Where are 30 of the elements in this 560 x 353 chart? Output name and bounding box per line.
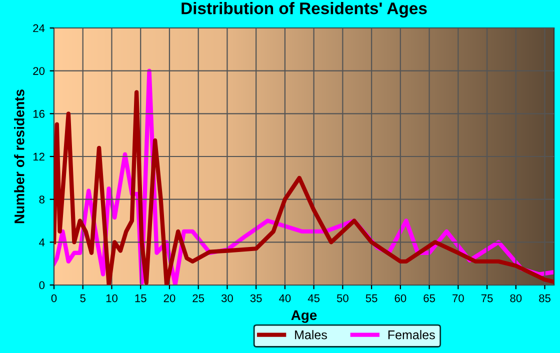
x-tick-label: 65 bbox=[424, 294, 436, 302]
x-tick-label: 10 bbox=[106, 294, 118, 302]
x-tick-label: 80 bbox=[510, 294, 522, 302]
y-tick-label: 20 bbox=[33, 67, 45, 75]
y-tick-label: 24 bbox=[33, 24, 45, 32]
y-axis-title: Number of residents bbox=[14, 90, 24, 224]
x-tick-label: 60 bbox=[394, 294, 406, 302]
x-tick-label: 35 bbox=[250, 294, 262, 302]
y-tick-label: 4 bbox=[39, 238, 45, 246]
x-tick-label: 85 bbox=[539, 294, 550, 302]
x-tick-label: 75 bbox=[481, 294, 493, 302]
legend-label: Males bbox=[295, 330, 327, 340]
x-tick-label: 15 bbox=[135, 294, 146, 302]
x-tick-label: 45 bbox=[308, 294, 320, 302]
x-tick-label: 50 bbox=[336, 294, 348, 302]
y-tick-label: 16 bbox=[33, 110, 44, 118]
legend-label: Females bbox=[388, 330, 435, 340]
x-tick-label: 0 bbox=[51, 294, 57, 302]
chart-title: Distribution of Residents' Ages bbox=[182, 2, 427, 18]
x-tick-label: 20 bbox=[164, 294, 176, 302]
y-tick-label: 8 bbox=[39, 196, 44, 204]
x-tick-label: 40 bbox=[279, 294, 291, 302]
y-tick-label: 12 bbox=[33, 152, 44, 161]
x-axis-title: Age bbox=[291, 310, 317, 323]
y-tick-label: 0 bbox=[39, 281, 45, 290]
x-tick-label: 5 bbox=[80, 294, 86, 302]
x-tick-label: 30 bbox=[221, 294, 233, 302]
x-tick-label: 25 bbox=[192, 294, 204, 302]
x-tick-label: 70 bbox=[452, 294, 464, 302]
x-tick-label: 55 bbox=[366, 294, 378, 302]
